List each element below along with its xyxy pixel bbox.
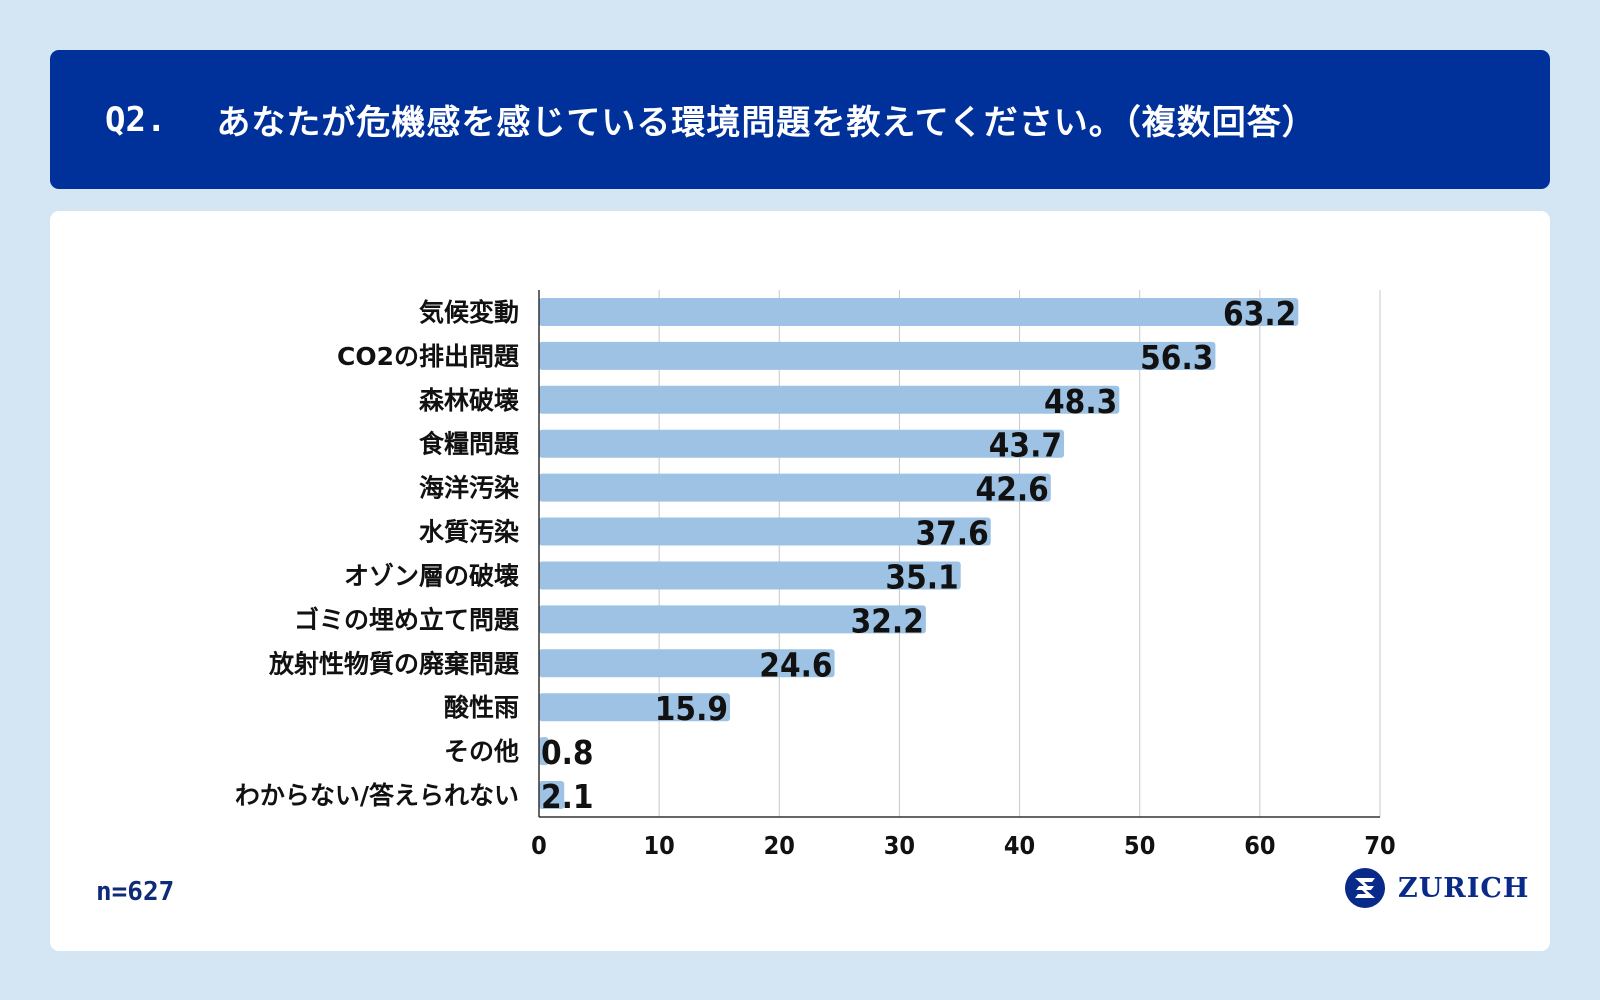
bar <box>539 297 1299 326</box>
bar <box>539 649 835 678</box>
x-tick-label: 10 <box>643 831 674 860</box>
x-tick-label: 0 <box>531 831 547 860</box>
data-label: 48.3 <box>1044 382 1117 421</box>
category-label: 森林破壊 <box>419 386 519 415</box>
bar <box>539 341 1216 370</box>
category-label: 放射性物質の廃棄問題 <box>268 649 520 678</box>
data-label: 32.2 <box>851 601 924 640</box>
data-label: 56.3 <box>1140 338 1213 377</box>
brand-logo-group: ZURICH <box>1344 865 1529 911</box>
data-label: 35.1 <box>885 557 958 596</box>
bar <box>539 517 991 546</box>
bar <box>539 429 1065 458</box>
bar <box>539 561 961 590</box>
data-label: 43.7 <box>989 426 1062 465</box>
chart-panel: 気候変動 63.2 CO2の排出問題 56.3 森林破壊 48.3 食糧問題 43.7 海洋汚染… <box>50 211 1550 951</box>
category-label: CO2の排出問題 <box>337 342 520 371</box>
category-label: 気候変動 <box>419 298 519 327</box>
bar <box>539 473 1051 502</box>
zurich-logo-icon <box>1345 868 1385 908</box>
bar <box>539 605 926 634</box>
x-tick-label: 20 <box>764 831 795 860</box>
data-label: 42.6 <box>976 470 1049 509</box>
data-label: 24.6 <box>759 645 832 684</box>
sample-size-label: n=627 <box>96 877 175 907</box>
bar <box>539 737 549 766</box>
data-label: 0.8 <box>541 733 594 772</box>
category-label: 酸性雨 <box>444 693 519 722</box>
data-label: 15.9 <box>655 689 728 728</box>
x-tick-label: 60 <box>1244 831 1275 860</box>
question-text: あなたが危機感を感じている環境問題を教えてください。（複数回答） <box>216 103 1317 143</box>
category-label: その他 <box>444 737 519 766</box>
bar-chart: 気候変動 63.2 CO2の排出問題 56.3 森林破壊 48.3 食糧問題 43.7 海洋汚染… <box>235 290 1396 860</box>
category-label: 水質汚染 <box>419 518 519 547</box>
bar <box>539 385 1120 414</box>
x-tick-label: 50 <box>1124 831 1155 860</box>
x-tick-label: 40 <box>1004 831 1035 860</box>
bar <box>539 693 731 722</box>
data-label: 2.1 <box>541 777 594 816</box>
question-header: Q2. あなたが危機感を感じている環境問題を教えてください。（複数回答） <box>50 50 1550 189</box>
question-number: Q2. <box>105 99 167 140</box>
data-label: 37.6 <box>915 514 988 553</box>
category-label: 海洋汚染 <box>419 474 519 503</box>
x-tick-label: 70 <box>1364 831 1395 860</box>
category-label: ゴミの埋め立て問題 <box>294 605 520 634</box>
brand-name: ZURICH <box>1398 872 1530 904</box>
bar <box>539 781 565 810</box>
x-tick-label: 30 <box>884 831 915 860</box>
category-label: わからない/答えられない <box>235 781 519 810</box>
data-label: 63.2 <box>1223 294 1296 333</box>
category-label: オゾン層の破壊 <box>344 561 519 590</box>
category-label: 食糧問題 <box>419 430 520 459</box>
